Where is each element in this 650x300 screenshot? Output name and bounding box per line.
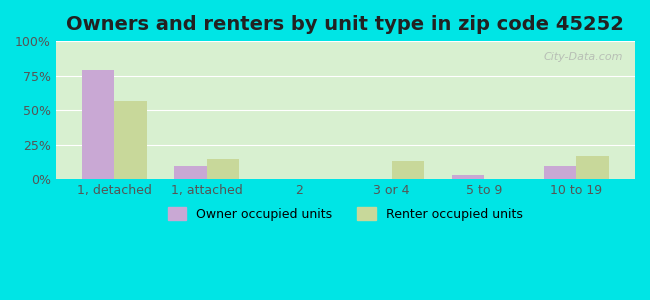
Bar [174,166,207,179]
Bar [207,159,239,179]
Bar [452,175,484,179]
Text: City-Data.com: City-Data.com [544,52,623,62]
Legend: Owner occupied units, Renter occupied units: Owner occupied units, Renter occupied un… [162,202,528,226]
Bar [82,70,114,179]
Title: Owners and renters by unit type in zip code 45252: Owners and renters by unit type in zip c… [66,15,624,34]
Bar [544,166,577,179]
Bar [577,156,608,179]
Bar [391,161,424,179]
Bar [114,100,147,179]
